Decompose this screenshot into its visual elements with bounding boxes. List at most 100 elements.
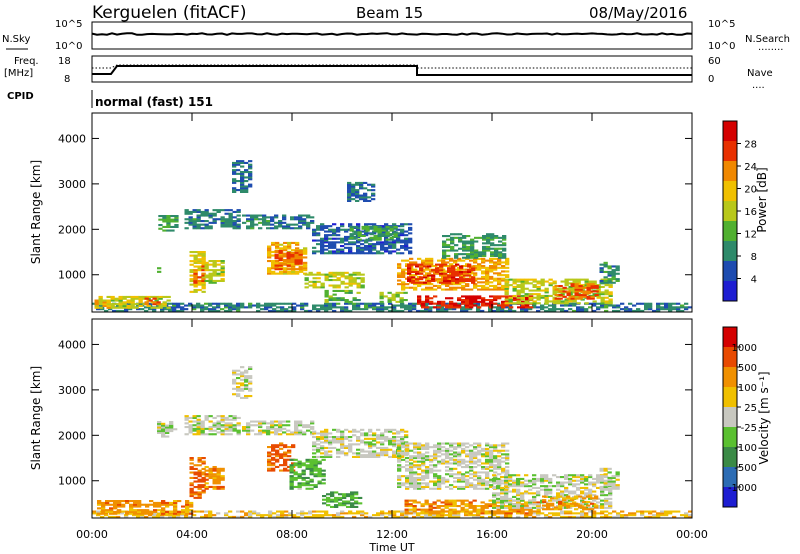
heatmap-cell	[388, 250, 393, 253]
heatmap-cell	[446, 238, 451, 241]
heatmap-cell	[421, 306, 426, 309]
heatmap-cell	[455, 274, 460, 277]
heatmap-cell	[405, 259, 410, 262]
heatmap-cell	[497, 473, 502, 476]
heatmap-cell	[197, 289, 202, 292]
heatmap-cell	[463, 279, 468, 282]
heatmap-cell	[628, 308, 633, 311]
heatmap-cell	[224, 426, 229, 429]
heatmap-cell	[196, 214, 201, 217]
heatmap-cell	[278, 225, 283, 228]
heatmap-cell	[461, 288, 466, 291]
heatmap-cell	[154, 295, 159, 298]
heatmap-cell	[433, 480, 438, 483]
heatmap-cell	[354, 496, 359, 499]
heatmap-cell	[162, 295, 167, 298]
heatmap-cell	[596, 512, 601, 515]
heatmap-cell	[278, 221, 283, 224]
heatmap-cell	[196, 510, 201, 513]
heatmap-cell	[220, 433, 225, 436]
heatmap-cell	[586, 504, 591, 507]
heatmap-cell	[282, 427, 287, 430]
heatmap-cell	[200, 304, 205, 307]
heatmap-cell	[360, 455, 365, 458]
heatmap-cell	[316, 455, 321, 458]
heatmap-cell	[340, 450, 345, 453]
heatmap-cell	[290, 216, 295, 219]
heatmap-cell	[330, 498, 335, 501]
heatmap-cell	[436, 304, 441, 307]
heatmap-cell	[274, 250, 279, 253]
heatmap-cell	[424, 510, 429, 513]
heatmap-cell	[412, 512, 417, 515]
heatmap-cell	[582, 508, 587, 511]
heatmap-cell	[164, 308, 169, 311]
heatmap-cell	[482, 235, 487, 238]
heatmap-cell	[344, 308, 349, 311]
heatmap-cell	[278, 259, 283, 262]
heatmap-cell	[436, 506, 441, 509]
heatmap-cell	[363, 198, 368, 201]
heatmap-cell	[118, 304, 123, 307]
heatmap-cell	[368, 430, 373, 433]
heatmap-cell	[200, 210, 205, 213]
heatmap-cell	[305, 482, 310, 485]
heatmap-cell	[441, 482, 446, 485]
heatmap-cell	[146, 295, 151, 298]
heatmap-cell	[603, 281, 608, 284]
heatmap-cell	[264, 304, 269, 307]
heatmap-cell	[340, 437, 345, 440]
heatmap-cell	[380, 441, 385, 444]
heatmap-cell	[201, 263, 206, 266]
heatmap-cell	[312, 250, 317, 253]
heatmap-cell	[381, 234, 386, 237]
heatmap-cell	[409, 274, 414, 277]
heatmap-cell	[500, 476, 505, 479]
heatmap-cell	[421, 455, 426, 458]
heatmap-cell	[336, 297, 341, 300]
heatmap-cell	[359, 198, 364, 201]
heatmap-cell	[436, 510, 441, 513]
heatmap-cell	[262, 214, 267, 217]
heatmap-cell	[342, 502, 347, 505]
heatmap-cell	[413, 473, 418, 476]
heatmap-cell	[542, 500, 547, 503]
heatmap-cell	[275, 446, 280, 449]
heatmap-cell	[316, 448, 321, 451]
heatmap-cell	[432, 515, 437, 518]
heatmap-cell	[204, 269, 209, 272]
heatmap-cell	[445, 265, 450, 268]
heatmap-cell	[112, 309, 117, 312]
heatmap-cell	[456, 515, 461, 518]
heatmap-cell	[449, 288, 454, 291]
heatmap-cell	[137, 505, 142, 508]
heatmap-cell	[496, 505, 501, 508]
heatmap-cell	[236, 433, 241, 436]
heatmap-cell	[580, 481, 585, 484]
heatmap-cell	[447, 281, 452, 284]
heatmap-cell	[188, 212, 193, 215]
heatmap-cell	[301, 478, 306, 481]
heatmap-cell	[380, 308, 385, 311]
heatmap-cell	[480, 508, 485, 511]
heatmap-cell	[130, 303, 135, 306]
heatmap-cell	[466, 235, 471, 238]
heatmap-cell	[416, 508, 421, 511]
heatmap-cell	[267, 469, 272, 472]
heatmap-cell	[324, 308, 329, 311]
heatmap-cell	[498, 254, 503, 257]
heatmap-cell	[193, 278, 198, 281]
heatmap-cell	[392, 306, 397, 309]
heatmap-cell	[360, 448, 365, 451]
heatmap-cell	[572, 485, 577, 488]
heatmap-cell	[536, 501, 541, 504]
heatmap-cell	[408, 232, 413, 235]
heatmap-cell	[477, 458, 482, 461]
heatmap-cell	[356, 302, 361, 305]
heatmap-cell	[501, 266, 506, 269]
heatmap-cell	[347, 196, 352, 199]
heatmap-cell	[536, 293, 541, 296]
heatmap-cell	[636, 309, 641, 312]
heatmap-cell	[494, 251, 499, 254]
heatmap-cell	[380, 437, 385, 440]
